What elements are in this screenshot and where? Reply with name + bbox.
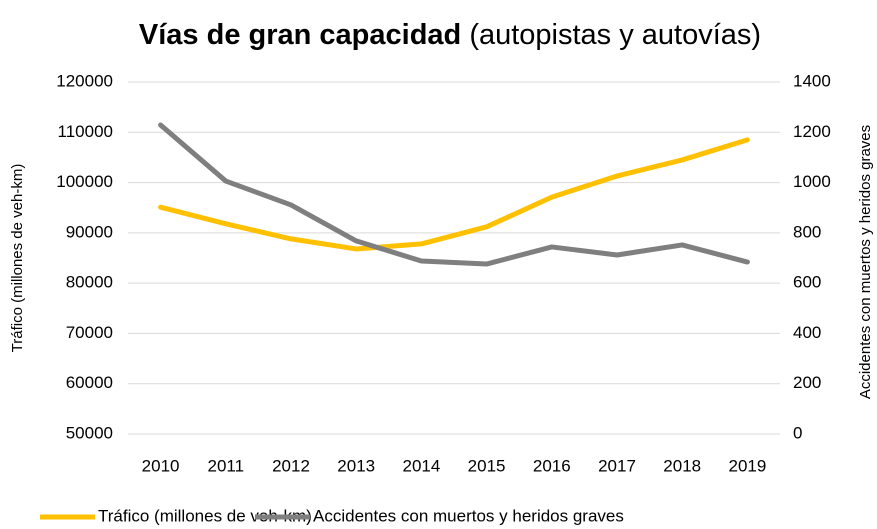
series-line	[158, 137, 750, 252]
title-normal: (autopistas y autovías)	[469, 19, 761, 51]
x-tick-label: 2014	[402, 456, 440, 475]
legend-label: Accidentes con muertos y heridos graves	[313, 506, 624, 525]
y2-tick-label: 1000	[793, 172, 831, 191]
x-tick-label: 2018	[663, 456, 701, 475]
x-tick-label: 2015	[468, 456, 506, 475]
y-tick-label: 80000	[66, 273, 113, 292]
x-tick-label: 2011	[208, 456, 245, 475]
x-tick-label: 2016	[533, 456, 571, 475]
x-tick-label: 2017	[598, 456, 636, 475]
y2-tick-label: 1200	[793, 122, 831, 141]
x-tick-label: 2012	[272, 456, 310, 475]
y-tick-label: 60000	[66, 373, 113, 392]
y2-tick-label: 400	[793, 323, 821, 342]
y-tick-label: 120000	[56, 71, 113, 90]
y2-tick-label: 200	[793, 373, 821, 392]
y-tick-label: 70000	[66, 323, 113, 342]
chart-title: Vías de gran capacidad (autopistas y aut…	[139, 19, 761, 51]
legend-label: Tráfico (millones de veh-km)	[98, 506, 312, 525]
x-tick-label: 2013	[337, 456, 375, 475]
series-line	[158, 122, 750, 267]
y2-tick-label: 1400	[793, 71, 831, 90]
y-tick-label: 90000	[66, 222, 113, 241]
y-axis-label: Tráfico (millones de veh-km)	[9, 164, 26, 353]
y2-tick-label: 0	[793, 423, 802, 442]
y2-tick-label: 800	[793, 222, 821, 241]
x-tick-label: 2010	[142, 456, 180, 475]
title-bold: Vías de gran capacidad	[139, 19, 461, 51]
y2-tick-label: 600	[793, 273, 821, 292]
y-tick-label: 110000	[58, 122, 113, 141]
y-tick-label: 50000	[66, 423, 113, 442]
x-tick-label: 2019	[728, 456, 766, 475]
y-tick-label: 100000	[56, 172, 113, 191]
y2-axis-label: Accidentes con muertos y heridos graves	[857, 125, 874, 399]
